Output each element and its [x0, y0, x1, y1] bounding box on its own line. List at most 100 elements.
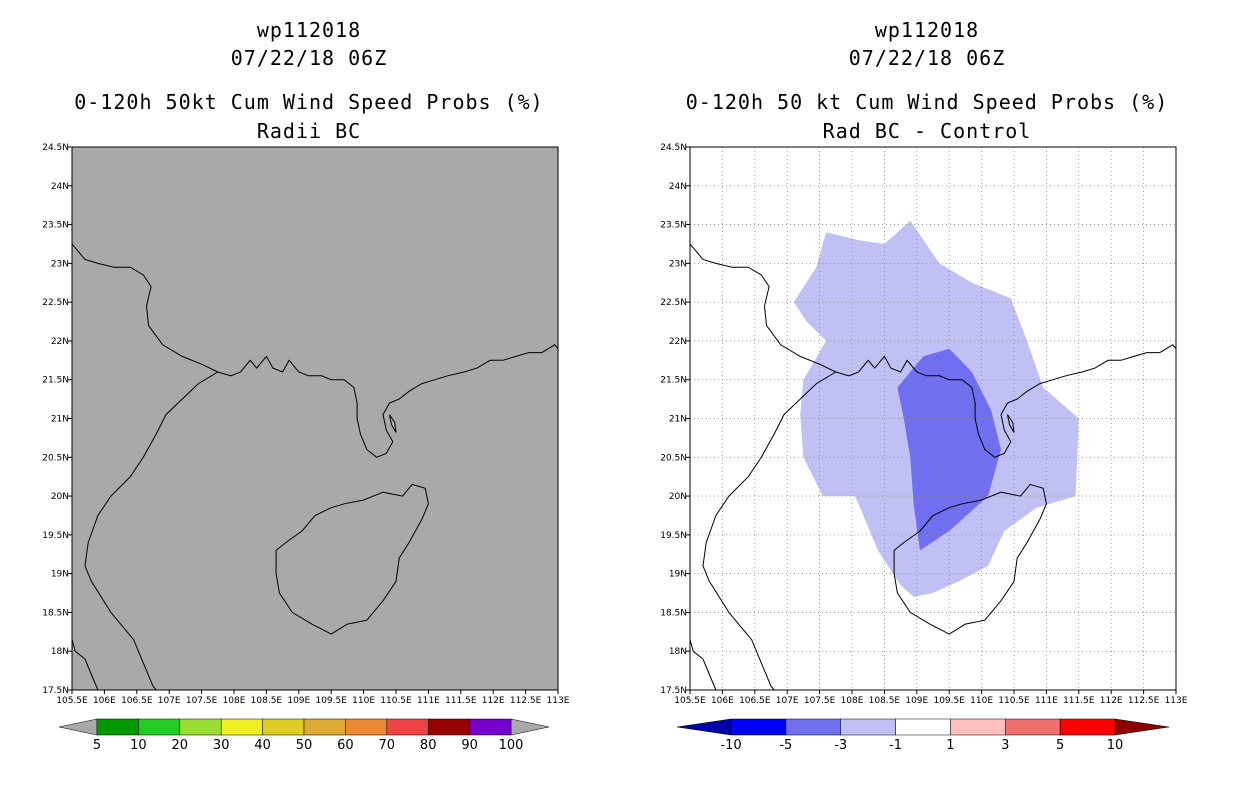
left-colorbar-label: 30: [213, 738, 230, 753]
right-colorbar-label: -5: [779, 738, 792, 753]
right-colorbar-swatch: [840, 718, 896, 736]
lon-label: 107E: [158, 696, 181, 706]
lat-label: 17.5N: [42, 686, 69, 696]
lon-label: 109.5E: [933, 696, 965, 706]
right-colorbar-label: -3: [834, 738, 847, 753]
lon-label: 110.5E: [380, 696, 412, 706]
right-title-date: 07/22/18 06Z: [848, 46, 1006, 70]
lat-label: 21.5N: [42, 376, 69, 386]
lon-label: 106.5E: [739, 696, 771, 706]
coastline-group: [690, 243, 1176, 690]
coastline-vietnam: [84, 371, 219, 690]
coastline-china: [72, 243, 558, 458]
left-colorbar-label: 40: [254, 738, 271, 753]
lat-label: 20.5N: [42, 453, 69, 463]
lon-label: 106E: [93, 696, 116, 706]
lon-label: 107E: [776, 696, 799, 706]
left-colorbar-swatch: [96, 718, 139, 736]
right-colorbar-swatch: [895, 718, 951, 736]
left-colorbar-label: 70: [379, 738, 396, 753]
left-colorbar-left-arrow: [58, 718, 98, 736]
lon-label: 113E: [1165, 696, 1188, 706]
lat-label: 18N: [51, 647, 69, 657]
left-colorbar-label: 80: [420, 738, 437, 753]
left-colorbar-swatch: [469, 718, 512, 736]
lat-label: 23N: [669, 259, 687, 269]
lat-label: 23N: [51, 259, 69, 269]
left-colorbar-label: 5: [93, 738, 101, 753]
lat-label: 20.5N: [660, 453, 687, 463]
lon-label: 111.5E: [445, 696, 477, 706]
lat-label: 18.5N: [42, 608, 69, 618]
lon-label: 105.5E: [56, 696, 88, 706]
left-colorbar-swatch: [427, 718, 470, 736]
lat-label: 20N: [669, 492, 687, 502]
lon-label: 109.5E: [315, 696, 347, 706]
lon-label: 107.5E: [804, 696, 836, 706]
lon-label: 107.5E: [186, 696, 218, 706]
lon-label: 112E: [1100, 696, 1123, 706]
left-panel: wp112018 07/22/18 06Z 0-120h 50kt Cum Wi…: [42, 18, 570, 753]
lat-label: 21N: [51, 415, 69, 425]
coastline-group: [72, 243, 558, 690]
lat-label: 17.5N: [660, 686, 687, 696]
lat-label: 19.5N: [660, 531, 687, 541]
lon-label: 108.5E: [869, 696, 901, 706]
lat-label: 22.5N: [42, 298, 69, 308]
lat-label: 19N: [51, 570, 69, 580]
lat-label: 22.5N: [660, 298, 687, 308]
right-colorbar-right-arrow: [1114, 718, 1170, 736]
left-colorbar-label: 20: [172, 738, 189, 753]
lat-label: 19N: [669, 570, 687, 580]
right-colorbar-label: 1: [946, 738, 954, 753]
right-title-storm: wp112018: [874, 18, 980, 42]
left-map-background: [72, 147, 558, 690]
right-colorbar-swatch: [1059, 718, 1116, 736]
coastline-vietnam-inner: [72, 639, 99, 690]
lon-label: 111.5E: [1063, 696, 1095, 706]
lat-label: 24.5N: [660, 143, 687, 153]
left-title-date: 07/22/18 06Z: [230, 46, 388, 70]
lon-label: 111E: [1035, 696, 1058, 706]
right-title-experiment: Rad BC - Control: [822, 119, 1032, 143]
lat-label: 23.5N: [42, 221, 69, 231]
right-colorbar-swatch: [785, 718, 841, 736]
lat-label: 19.5N: [42, 531, 69, 541]
lon-label: 110E: [970, 696, 993, 706]
right-colorbar-swatch: [1005, 718, 1061, 736]
left-colorbar-label: 100: [499, 738, 524, 753]
left-title-product: 0-120h 50kt Cum Wind Speed Probs (%): [74, 90, 544, 114]
left-title-storm: wp112018: [256, 18, 362, 42]
lon-label: 112.5E: [1128, 696, 1160, 706]
lon-label: 110.5E: [998, 696, 1030, 706]
left-colorbar-label: 50: [296, 738, 313, 753]
lat-label: 22N: [51, 337, 69, 347]
lat-label: 18N: [669, 647, 687, 657]
left-colorbar-label: 60: [337, 738, 354, 753]
left-title-experiment: Radii BC: [256, 119, 362, 143]
lat-label: 21N: [669, 415, 687, 425]
coastline-hainan: [893, 483, 1047, 635]
lon-label: 112E: [482, 696, 505, 706]
left-colorbar-label: 10: [130, 738, 147, 753]
right-colorbar-left-arrow: [676, 718, 732, 736]
left-map: 24.5N 24N 23.5N 23N 22.5N 22N 21.5N 21N 20.5N 20N…: [42, 143, 570, 753]
left-colorbar-label: 90: [461, 738, 478, 753]
coastline-hainan: [275, 483, 429, 635]
lat-label: 24.5N: [42, 143, 69, 153]
left-colorbar-swatch: [303, 718, 346, 736]
lon-label: 110E: [352, 696, 375, 706]
left-colorbar-swatch: [262, 718, 305, 736]
lat-label: 22N: [669, 337, 687, 347]
right-colorbar-label: 10: [1107, 738, 1124, 753]
lat-label: 18.5N: [660, 608, 687, 618]
right-colorbar-swatch: [730, 718, 787, 736]
lon-label: 112.5E: [510, 696, 542, 706]
coastline-vietnam-inner: [690, 639, 717, 690]
right-title-product: 0-120h 50 kt Cum Wind Speed Probs (%): [685, 90, 1169, 114]
right-colorbar-label: 5: [1056, 738, 1064, 753]
contour-minus3-to-minus5: [897, 348, 1001, 551]
left-colorbar-swatch: [345, 718, 388, 736]
coastline-islet: [389, 414, 397, 433]
coastline-china: [690, 243, 1176, 458]
